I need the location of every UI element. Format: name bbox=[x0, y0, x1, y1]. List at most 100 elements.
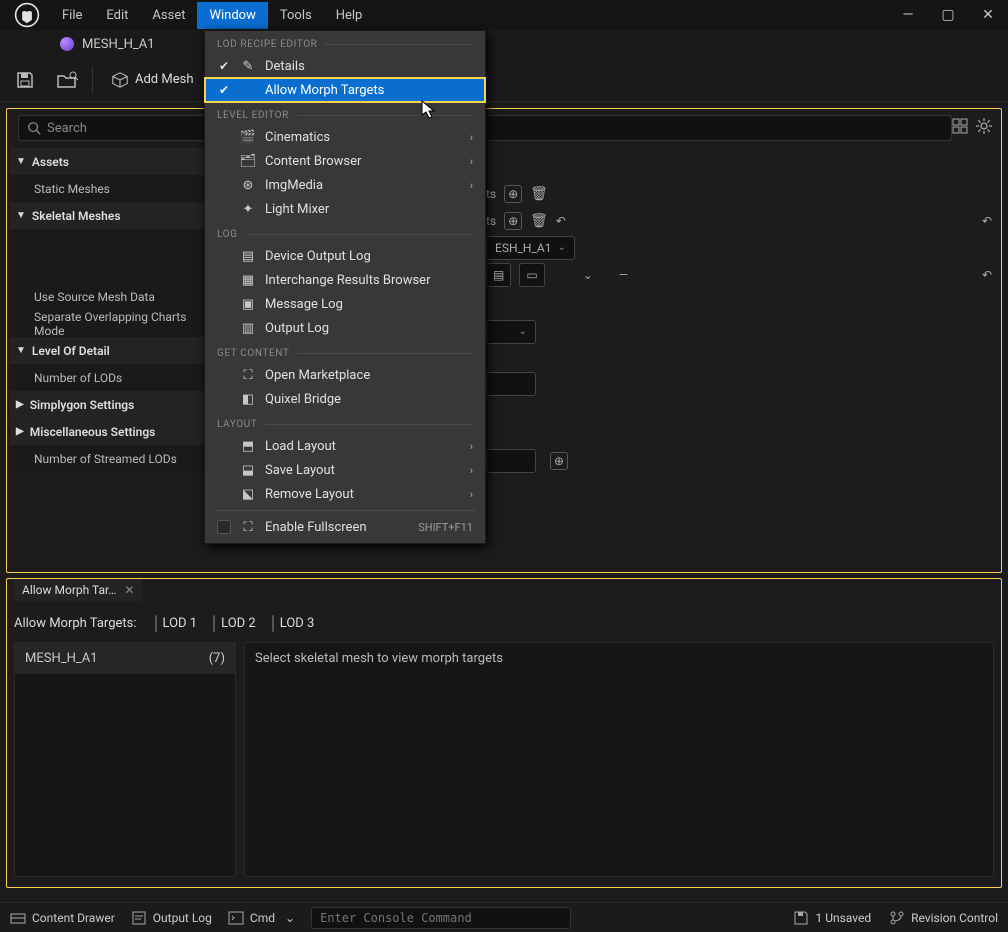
menu-row-message-log[interactable]: ▣ Message Log bbox=[205, 292, 485, 316]
tab-allow-morph-targets[interactable]: Allow Morph Tar… ✕ bbox=[14, 579, 142, 601]
small-pill-2[interactable]: ▭ bbox=[519, 263, 544, 287]
submenu-arrow-icon: › bbox=[470, 131, 473, 144]
trash-icon-2[interactable]: 🗑 bbox=[530, 213, 548, 229]
menu-item-label: Save Layout bbox=[265, 463, 335, 478]
menu-item-window[interactable]: Window bbox=[197, 2, 267, 29]
undo-icon-right-2[interactable]: ↶ bbox=[982, 268, 992, 282]
checkbox[interactable] bbox=[217, 520, 231, 534]
tree-spacer bbox=[10, 256, 206, 283]
console-input[interactable] bbox=[311, 907, 571, 929]
add-icon-2[interactable]: ⊕ bbox=[504, 212, 522, 230]
menu-row-light-mixer[interactable]: ✦Light Mixer bbox=[205, 197, 485, 221]
tree-item-static-meshes[interactable]: Static Meshes bbox=[10, 175, 206, 202]
cmd-selector[interactable]: Cmd ⌄ bbox=[228, 910, 295, 926]
trash-icon[interactable]: 🗑 bbox=[530, 186, 548, 202]
small-pill-1[interactable]: ▤ bbox=[486, 263, 511, 287]
mesh-pill[interactable]: ESH_H_A1 ⌄ bbox=[486, 236, 575, 260]
caret-down-icon: ▼ bbox=[16, 210, 26, 221]
unsaved-button[interactable]: 1 Unsaved bbox=[793, 910, 871, 926]
maximize-button[interactable]: ▢ bbox=[928, 0, 968, 30]
menu-row-save-layout[interactable]: ⬓Save Layout› bbox=[205, 458, 485, 482]
lod-checkbox-3[interactable] bbox=[272, 615, 274, 632]
minus-icon[interactable]: — bbox=[619, 268, 628, 282]
gear-icon[interactable] bbox=[976, 118, 992, 138]
globe-icon: ⊛ bbox=[239, 178, 257, 193]
menu-item-label: Light Mixer bbox=[265, 202, 329, 217]
search-placeholder: Search bbox=[47, 121, 87, 136]
mesh-list: MESH_H_A1 (7) bbox=[14, 642, 236, 877]
mesh-name: MESH_H_A1 bbox=[25, 651, 98, 666]
menu-row-output-log[interactable]: ▥Output Log bbox=[205, 316, 485, 340]
output-icon: ▥ bbox=[239, 321, 257, 336]
message-icon: ▣ bbox=[239, 297, 257, 312]
window-menu: LOD RECIPE EDITOR✔✎Details✔Allow Morph T… bbox=[204, 30, 486, 544]
menu-row-imgmedia[interactable]: ⊛ImgMedia› bbox=[205, 173, 485, 197]
details-partial: ts ⊕ 🗑 ts ⊕ 🗑 ↶ ↶ ESH_H_A1 ⌄ ▤ ▭ ⌄ — ↶ ⌄… bbox=[486, 180, 992, 474]
value-pill-3[interactable] bbox=[486, 449, 536, 473]
add-icon-3[interactable]: ⊕ bbox=[550, 452, 568, 470]
tree-item-number-of-streamed-lods[interactable]: Number of Streamed LODs bbox=[10, 445, 206, 472]
add-icon[interactable]: ⊕ bbox=[504, 185, 522, 203]
market-icon: ⛶ bbox=[239, 368, 257, 383]
statusbar: Content Drawer Output Log Cmd ⌄ 1 Unsave… bbox=[0, 902, 1008, 932]
tab-label: Allow Morph Tar… bbox=[22, 583, 116, 597]
close-button[interactable]: ✕ bbox=[968, 0, 1008, 30]
output-log-button[interactable]: Output Log bbox=[131, 910, 212, 926]
menu-item-edit[interactable]: Edit bbox=[94, 2, 140, 29]
value-pill-1[interactable]: ⌄ bbox=[486, 320, 536, 344]
menu-row-device-output-log[interactable]: ▤Device Output Log bbox=[205, 244, 485, 268]
menu-section-header: LOD RECIPE EDITOR bbox=[205, 31, 485, 54]
save-icon[interactable] bbox=[8, 63, 42, 97]
tree-item-separate-overlapping-charts-mode[interactable]: Separate Overlapping Charts Mode bbox=[10, 310, 206, 337]
menu-item-help[interactable]: Help bbox=[324, 2, 375, 29]
menu-row-content-browser[interactable]: 🗂Content Browser› bbox=[205, 149, 485, 173]
add-mesh-button[interactable]: Add Mesh bbox=[101, 63, 203, 97]
menu-item-label: ImgMedia bbox=[265, 178, 323, 193]
lod-label: LOD 2 bbox=[221, 616, 256, 631]
cmd-icon bbox=[228, 910, 244, 926]
menu-row-details[interactable]: ✔✎Details bbox=[205, 54, 485, 78]
tree-category-assets[interactable]: ▼Assets bbox=[10, 148, 206, 175]
lod-checkbox-1[interactable] bbox=[155, 615, 157, 632]
menu-separator bbox=[215, 510, 475, 511]
menu-row-load-layout[interactable]: ⬒Load Layout› bbox=[205, 434, 485, 458]
chevron-down-icon[interactable]: ⌄ bbox=[583, 268, 593, 282]
menu-row-cinematics[interactable]: 🎬Cinematics› bbox=[205, 125, 485, 149]
menu-row-allow-morph-targets[interactable]: ✔Allow Morph Targets bbox=[205, 78, 485, 102]
chevron-down-icon: ⌄ bbox=[557, 242, 565, 253]
morph-hint: Select skeletal mesh to view morph targe… bbox=[255, 651, 503, 666]
menu-row-quixel-bridge[interactable]: ◧Quixel Bridge bbox=[205, 387, 485, 411]
save-icon bbox=[793, 910, 809, 926]
menu-row-enable-fullscreen[interactable]: ⛶Enable FullscreenSHIFT+F11 bbox=[205, 515, 485, 539]
tab-close-icon[interactable]: ✕ bbox=[124, 583, 134, 597]
tree-item-use-source-mesh-data[interactable]: Use Source Mesh Data bbox=[10, 283, 206, 310]
content-drawer-button[interactable]: Content Drawer bbox=[10, 910, 115, 926]
tree-category-simplygon-settings[interactable]: ▶Simplygon Settings bbox=[10, 391, 206, 418]
menu-item-label: Message Log bbox=[265, 297, 343, 312]
browse-icon[interactable] bbox=[50, 63, 84, 97]
tree-category-miscellaneous-settings[interactable]: ▶Miscellaneous Settings bbox=[10, 418, 206, 445]
revision-control-label: Revision Control bbox=[911, 911, 998, 925]
mesh-list-item[interactable]: MESH_H_A1 (7) bbox=[15, 643, 235, 674]
menu-item-file[interactable]: File bbox=[50, 2, 94, 29]
menu-row-remove-layout[interactable]: ⬕Remove Layout› bbox=[205, 482, 485, 506]
grid-view-icon[interactable] bbox=[952, 118, 968, 138]
tree-item-number-of-lods[interactable]: Number of LODs bbox=[10, 364, 206, 391]
revision-control-button[interactable]: Revision Control bbox=[889, 910, 998, 926]
undo-icon-right[interactable]: ↶ bbox=[982, 214, 992, 228]
mesh-count: (7) bbox=[209, 651, 225, 666]
drawer-icon bbox=[10, 910, 26, 926]
undo-icon[interactable]: ↶ bbox=[556, 214, 566, 228]
menu-row-open-marketplace[interactable]: ⛶Open Marketplace bbox=[205, 363, 485, 387]
chevron-down-icon: ⌄ bbox=[285, 911, 295, 925]
minimize-button[interactable]: — bbox=[888, 0, 928, 30]
value-pill-2[interactable] bbox=[486, 372, 536, 396]
menu-item-label: Load Layout bbox=[265, 439, 336, 454]
menu-row-interchange-results-browser[interactable]: ▦Interchange Results Browser bbox=[205, 268, 485, 292]
tree-category-level-of-detail[interactable]: ▼Level Of Detail bbox=[10, 337, 206, 364]
lod-checkbox-2[interactable] bbox=[213, 615, 215, 632]
tree-category-skeletal-meshes[interactable]: ▼Skeletal Meshes bbox=[10, 202, 206, 229]
menu-item-asset[interactable]: Asset bbox=[140, 2, 197, 29]
menu-item-tools[interactable]: Tools bbox=[268, 2, 324, 29]
menu-item-label: Remove Layout bbox=[265, 487, 354, 502]
